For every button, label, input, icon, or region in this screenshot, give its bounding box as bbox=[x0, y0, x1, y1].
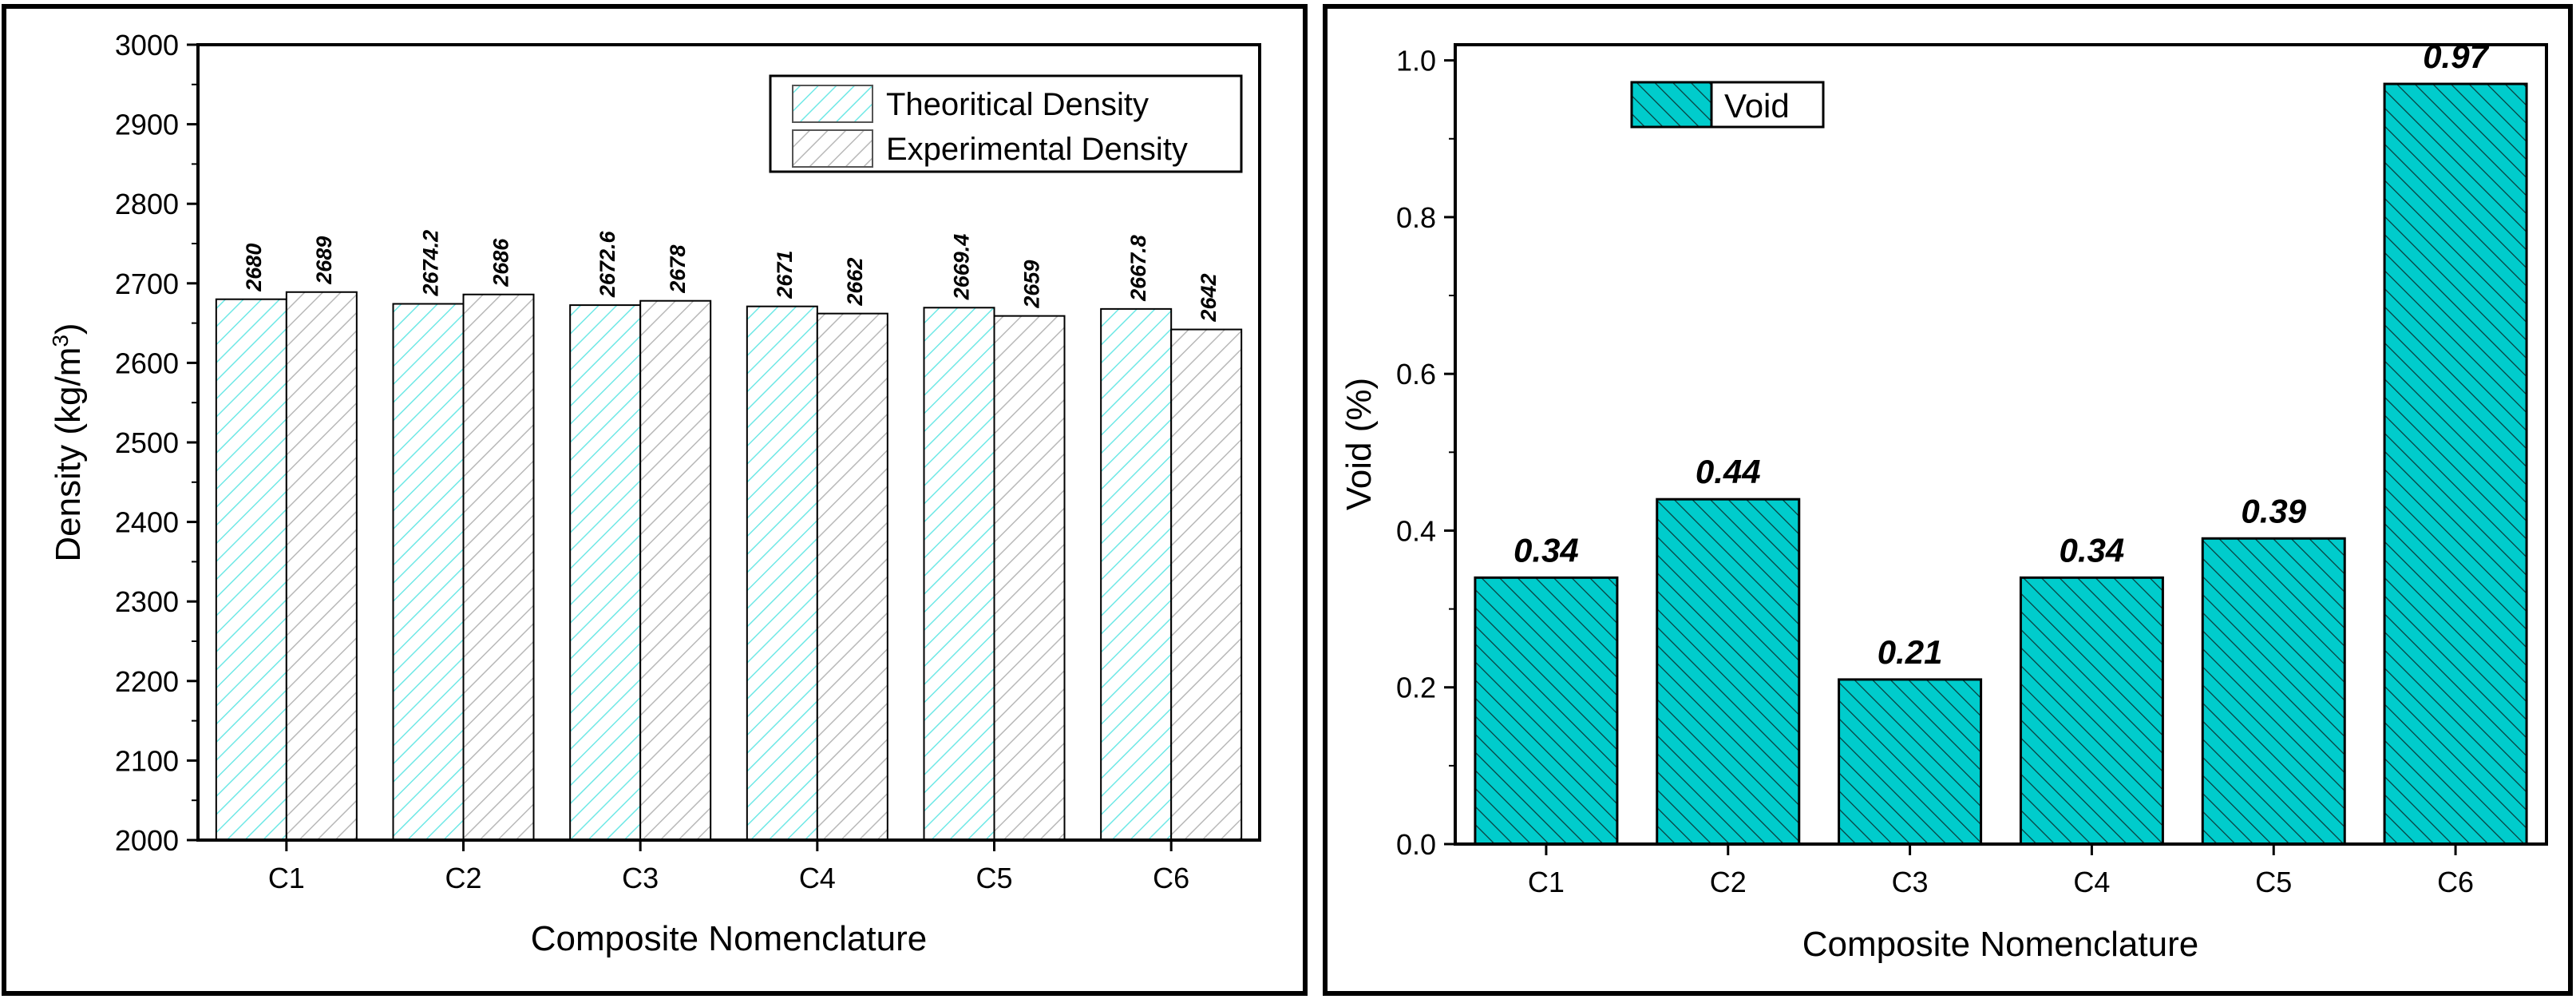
density-bar-experimental bbox=[285, 291, 358, 842]
density-data-label: 2662 bbox=[843, 258, 867, 307]
density-data-label: 2659 bbox=[1020, 260, 1044, 309]
density-data-label: 2686 bbox=[489, 238, 513, 287]
void-y-tick-label: 0.0 bbox=[1396, 828, 1436, 861]
legend-box-void bbox=[1710, 81, 1825, 129]
density-x-tick-label: C4 bbox=[799, 862, 836, 894]
void-legend: Void bbox=[1630, 81, 1825, 129]
void-bar bbox=[2019, 576, 2164, 846]
density-x-tick-label: C3 bbox=[622, 862, 659, 894]
density-bar-theoretical bbox=[392, 303, 465, 841]
density-legend: Theoritical Density Experimental Density bbox=[769, 74, 1243, 173]
density-y-tick-label: 2800 bbox=[115, 188, 179, 220]
legend-swatch-experimental bbox=[792, 129, 873, 168]
void-y-tick-label: 0.2 bbox=[1396, 672, 1436, 704]
density-y-tick-label: 2100 bbox=[115, 744, 179, 777]
density-chart: 2000 2100 2200 2300 2400 2500 2600 2700 2800 2900… bbox=[48, 29, 1261, 958]
density-data-label: 2642 bbox=[1197, 273, 1221, 322]
void-data-label: 0.21 bbox=[1878, 633, 1943, 671]
void-y-tick-label: 0.8 bbox=[1396, 201, 1436, 234]
density-y-tick-label: 2400 bbox=[115, 506, 179, 539]
density-y-tick-label: 2300 bbox=[115, 585, 179, 618]
density-data-label: 2680 bbox=[242, 244, 266, 292]
density-bar-experimental bbox=[639, 299, 712, 842]
void-x-tick-label: C1 bbox=[1528, 866, 1565, 898]
density-y-tick-label: 2600 bbox=[115, 347, 179, 379]
legend-label-experimental: Experimental Density bbox=[886, 132, 1188, 167]
void-plot-area bbox=[1454, 43, 2548, 846]
density-data-label: 2669.4 bbox=[950, 234, 974, 301]
density-y-tick-label: 2900 bbox=[115, 109, 179, 141]
density-y-tick-label: 2000 bbox=[115, 824, 179, 857]
density-y-tick-label: 2700 bbox=[115, 268, 179, 300]
density-bar-experimental bbox=[993, 315, 1066, 841]
density-plot-area bbox=[196, 43, 1261, 842]
void-data-label: 0.34 bbox=[1514, 531, 1579, 569]
void-y-tick-label: 0.6 bbox=[1396, 358, 1436, 390]
density-data-label: 2674.2 bbox=[419, 230, 443, 297]
density-x-tick-label: C6 bbox=[1153, 862, 1189, 894]
density-bar-theoretical bbox=[1100, 307, 1173, 841]
density-data-label: 2689 bbox=[312, 236, 336, 285]
void-x-axis-label: Composite Nomenclature bbox=[1802, 925, 2198, 964]
density-data-label: 2667.8 bbox=[1126, 235, 1150, 302]
void-data-label: 0.39 bbox=[2241, 492, 2306, 529]
density-x-tick-label: C5 bbox=[975, 862, 1012, 894]
void-x-tick-label: C2 bbox=[1710, 866, 1747, 898]
void-x-tick-label: C6 bbox=[2437, 866, 2474, 898]
density-data-label: 2678 bbox=[666, 245, 690, 294]
void-data-label: 0.34 bbox=[2060, 531, 2125, 569]
legend-swatch-theoretical bbox=[792, 85, 873, 123]
density-bar-experimental bbox=[816, 312, 888, 841]
void-chart: 0.0 0.2 0.4 0.6 0.8 1.0 C1 C2 C3 C4 C5 C6 0.34 0.44 0… bbox=[1339, 38, 2548, 964]
void-bar bbox=[1474, 576, 1619, 846]
density-bar-theoretical bbox=[746, 305, 818, 841]
void-data-label: 0.44 bbox=[1696, 453, 1761, 490]
void-y-tick-label: 0.4 bbox=[1396, 514, 1436, 547]
left-panel-frame bbox=[2, 4, 1308, 996]
void-x-tick-label: C4 bbox=[2073, 866, 2110, 898]
density-y-tick-label: 2200 bbox=[115, 665, 179, 698]
right-panel-frame bbox=[1323, 4, 2573, 996]
density-y-tick-label: 3000 bbox=[115, 29, 179, 61]
density-bar-theoretical bbox=[923, 307, 995, 841]
legend-label-theoretical: Theoritical Density bbox=[886, 87, 1149, 122]
legend-swatch-void bbox=[1630, 81, 1713, 129]
void-y-tick-label: 1.0 bbox=[1396, 45, 1436, 77]
void-bar bbox=[2383, 82, 2528, 846]
legend-label-void: Void bbox=[1724, 87, 1790, 125]
density-data-label: 2671 bbox=[773, 251, 797, 299]
void-x-tick-label: C3 bbox=[1892, 866, 1929, 898]
density-x-tick-label: C2 bbox=[445, 862, 481, 894]
density-bar-experimental bbox=[462, 293, 535, 841]
density-bar-theoretical bbox=[569, 304, 642, 841]
density-data-label: 2672.6 bbox=[596, 231, 619, 299]
void-bar bbox=[2201, 537, 2346, 846]
void-x-tick-label: C5 bbox=[2255, 866, 2292, 898]
void-bar bbox=[1838, 678, 1983, 846]
density-y-tick-label: 2500 bbox=[115, 426, 179, 459]
density-bar-theoretical bbox=[215, 298, 287, 842]
density-x-tick-label: C1 bbox=[268, 862, 305, 894]
density-bar-experimental bbox=[1170, 328, 1243, 841]
void-y-axis-label: Void (%) bbox=[1339, 378, 1379, 510]
density-y-axis-label: Density (kg/m3) bbox=[48, 323, 89, 561]
void-bar bbox=[1656, 498, 1801, 846]
density-x-axis-label: Composite Nomenclature bbox=[531, 919, 927, 958]
